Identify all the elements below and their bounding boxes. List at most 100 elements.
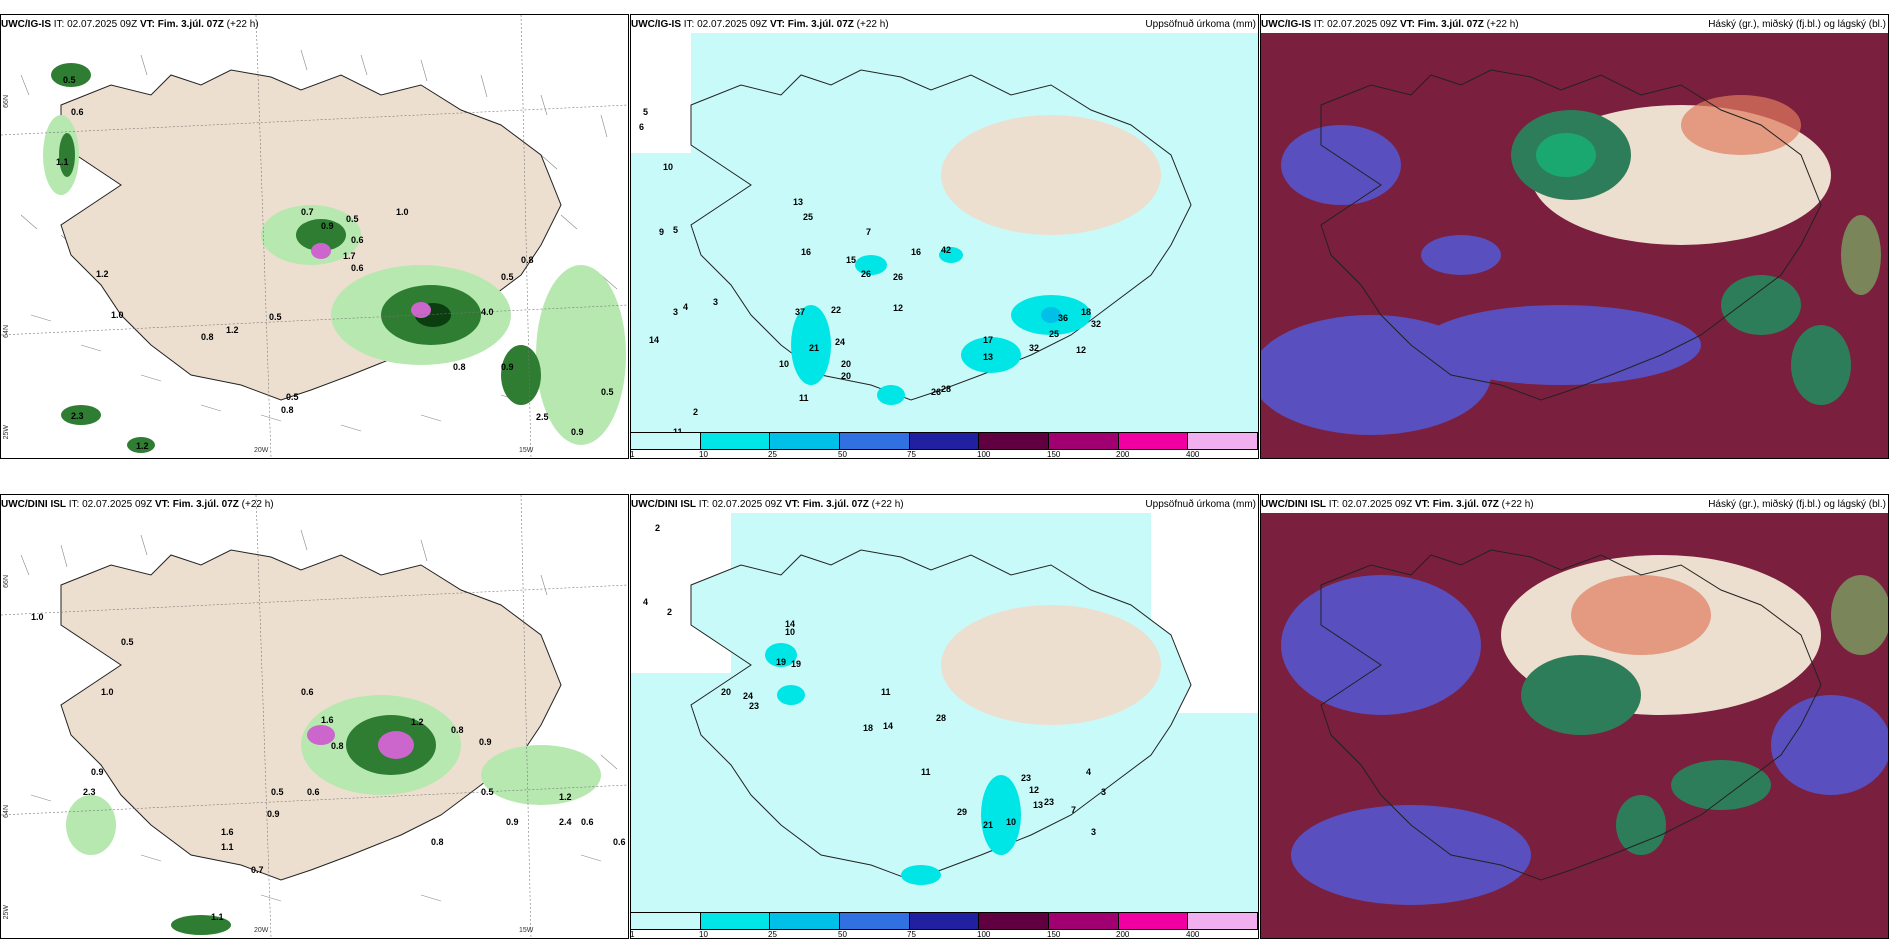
panel-cloud-row2: UWC/DINI ISL IT: 02.07.2025 09Z VT: Fim.…	[1260, 494, 1889, 939]
panel-header: UWC/DINI ISL IT: 02.07.2025 09Z VT: Fim.…	[1261, 499, 1534, 510]
svg-text:42: 42	[941, 245, 951, 255]
svg-text:2.3: 2.3	[71, 411, 84, 421]
svg-text:0.8: 0.8	[431, 837, 444, 847]
svg-text:13: 13	[983, 352, 993, 362]
lat-label: 66N	[3, 575, 10, 588]
svg-text:0.9: 0.9	[501, 362, 514, 372]
svg-text:14: 14	[883, 721, 893, 731]
svg-text:0.6: 0.6	[581, 817, 594, 827]
svg-text:4: 4	[1086, 767, 1091, 777]
svg-text:0.9: 0.9	[571, 427, 584, 437]
cloud-map	[1261, 513, 1888, 938]
svg-text:25: 25	[1049, 329, 1059, 339]
precip-shading	[765, 605, 1161, 885]
svg-text:0.7: 0.7	[251, 865, 264, 875]
svg-text:18: 18	[863, 723, 873, 733]
svg-text:10: 10	[1006, 817, 1016, 827]
lon-label: 15W	[519, 927, 534, 934]
lat-label: 66N	[3, 95, 10, 108]
panel-title: Uppsöfnuð úrkoma (mm)	[1145, 499, 1256, 510]
lon-label: 25W	[3, 905, 10, 920]
svg-text:0.8: 0.8	[453, 362, 466, 372]
panel-precip-row2: UWC/DINI ISL IT: 02.07.2025 09Z VT: Fim.…	[630, 494, 1259, 939]
svg-text:3: 3	[673, 307, 678, 317]
svg-text:0.6: 0.6	[351, 235, 364, 245]
svg-text:1.0: 1.0	[101, 687, 114, 697]
svg-text:11: 11	[921, 767, 931, 777]
svg-text:0.5: 0.5	[346, 214, 359, 224]
legend-ticks: 1 10 25 50 75 100 150 200 400	[630, 930, 1200, 939]
svg-text:0.6: 0.6	[71, 107, 84, 117]
svg-text:0.5: 0.5	[271, 787, 284, 797]
svg-text:5: 5	[673, 225, 678, 235]
svg-text:24: 24	[835, 337, 845, 347]
svg-text:14: 14	[649, 335, 659, 345]
svg-text:29: 29	[957, 807, 967, 817]
svg-text:37: 37	[795, 307, 805, 317]
lon-label: 20W	[254, 447, 269, 454]
svg-text:4: 4	[643, 597, 648, 607]
svg-text:2.4: 2.4	[559, 817, 572, 827]
svg-text:0.7: 0.7	[301, 207, 314, 217]
svg-text:0.5: 0.5	[481, 787, 494, 797]
lon-label: 25W	[3, 425, 10, 440]
svg-text:0.9: 0.9	[91, 767, 104, 777]
svg-text:1.2: 1.2	[226, 325, 239, 335]
svg-text:22: 22	[831, 305, 841, 315]
svg-text:3: 3	[1101, 787, 1106, 797]
svg-text:32: 32	[1029, 343, 1039, 353]
svg-text:10: 10	[663, 162, 673, 172]
precip-shading	[43, 63, 626, 453]
wind-gust-map: 0.50.61.1 0.70.90.5 0.61.70.6 1.01.21.0 …	[1, 15, 628, 458]
svg-text:23: 23	[1021, 773, 1031, 783]
cloud-map	[1261, 33, 1888, 458]
legend-colorbar	[631, 912, 1258, 930]
svg-text:21: 21	[809, 343, 819, 353]
svg-text:9: 9	[659, 227, 664, 237]
svg-text:15: 15	[846, 255, 856, 265]
svg-text:0.8: 0.8	[201, 332, 214, 342]
svg-text:1.2: 1.2	[136, 441, 149, 451]
svg-text:0.5: 0.5	[286, 392, 299, 402]
panel-header: UWC/IG-IS IT: 02.07.2025 09Z VT: Fim. 3.…	[1, 19, 259, 30]
svg-text:0.5: 0.5	[601, 387, 614, 397]
svg-text:21: 21	[983, 820, 993, 830]
svg-text:18: 18	[1081, 307, 1091, 317]
svg-text:20: 20	[721, 687, 731, 697]
svg-text:0.8: 0.8	[281, 405, 294, 415]
precip-legend: 1 10 25 50 75 100 150 200 400	[631, 910, 1258, 938]
svg-text:0.5: 0.5	[269, 312, 282, 322]
svg-text:0.6: 0.6	[301, 687, 314, 697]
svg-text:0.8: 0.8	[331, 741, 344, 751]
svg-text:0.8: 0.8	[521, 255, 534, 265]
svg-text:16: 16	[801, 247, 811, 257]
svg-text:26: 26	[893, 272, 903, 282]
svg-text:20: 20	[841, 359, 851, 369]
svg-text:1.7: 1.7	[343, 251, 356, 261]
svg-text:0.6: 0.6	[351, 263, 364, 273]
svg-text:0.6: 0.6	[613, 837, 626, 847]
wind-values: 0.50.61.1 0.70.90.5 0.61.70.6 1.01.21.0 …	[56, 75, 614, 451]
panel-header: UWC/DINI ISL IT: 02.07.2025 09Z VT: Fim.…	[1, 499, 274, 510]
lon-label: 15W	[519, 447, 534, 454]
svg-text:14: 14	[785, 619, 795, 629]
svg-text:4.0: 4.0	[481, 307, 494, 317]
panel-wind-row2: UWC/DINI ISL IT: 02.07.2025 09Z VT: Fim.…	[0, 494, 629, 939]
lon-label: 20W	[254, 927, 269, 934]
svg-text:16: 16	[911, 247, 921, 257]
svg-text:12: 12	[1029, 785, 1039, 795]
svg-text:1.0: 1.0	[396, 207, 409, 217]
svg-text:17: 17	[983, 335, 993, 345]
svg-text:11: 11	[881, 687, 891, 697]
legend-ticks: 1 10 25 50 75 100 150 200 400	[630, 450, 1200, 459]
svg-text:3: 3	[1091, 827, 1096, 837]
svg-text:28: 28	[941, 384, 951, 394]
svg-text:4: 4	[683, 302, 688, 312]
svg-text:20: 20	[841, 371, 851, 381]
svg-text:12: 12	[1076, 345, 1086, 355]
panel-cloud-row1: UWC/IG-IS IT: 02.07.2025 09Z VT: Fim. 3.…	[1260, 14, 1889, 459]
svg-text:0.9: 0.9	[267, 809, 280, 819]
